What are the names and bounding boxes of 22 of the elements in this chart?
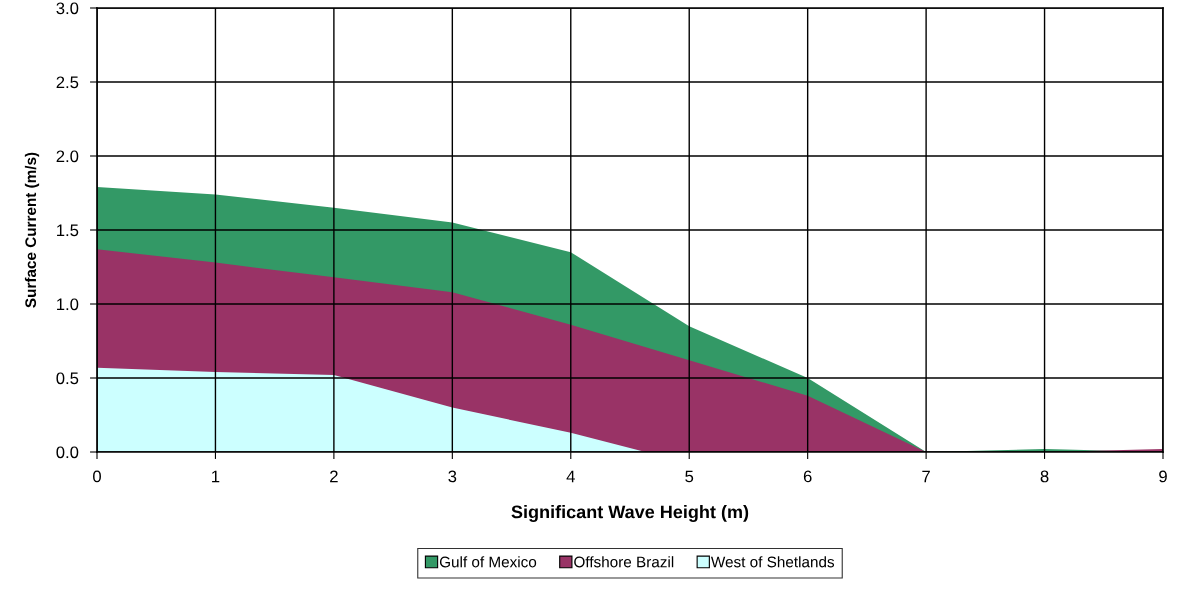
x-axis-title: Significant Wave Height (m) <box>511 505 749 522</box>
y-tick-label: 0.5 <box>56 372 79 385</box>
x-tick-label: 3 <box>448 470 457 483</box>
x-tick-label: 6 <box>803 470 812 483</box>
legend-label: Gulf of Mexico <box>439 556 537 568</box>
y-tick-label: 2.0 <box>56 150 79 163</box>
y-tick-label: 1.5 <box>57 224 79 237</box>
x-tick-label: 0 <box>93 470 101 483</box>
legend-label: West of Shetlands <box>710 556 835 568</box>
y-tick-label: 2.5 <box>56 76 79 89</box>
y-tick-label: 0.0 <box>56 446 79 459</box>
legend-label: Offshore Brazil <box>574 556 674 568</box>
x-tick-label: 4 <box>566 470 575 483</box>
y-axis-title: Surface Current (m/s) <box>24 152 40 308</box>
x-tick-label: 2 <box>330 470 338 483</box>
x-tick-label: 5 <box>685 470 694 483</box>
x-tick-label: 7 <box>922 470 930 483</box>
y-tick-label: 1.0 <box>57 298 79 311</box>
y-tick-label: 3.0 <box>56 2 79 15</box>
x-tick-label: 8 <box>1040 470 1049 483</box>
x-tick-label: 9 <box>1159 470 1167 483</box>
x-tick-label: 1 <box>212 470 220 483</box>
